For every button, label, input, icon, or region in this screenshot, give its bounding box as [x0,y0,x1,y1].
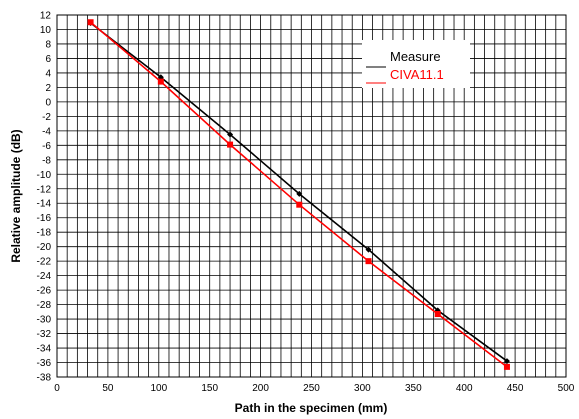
x-tick-label: 50 [102,383,114,394]
x-tick-label: 200 [252,383,269,394]
y-tick-label: -22 [37,257,52,268]
legend-label-measure: Measure [390,49,441,64]
grid [56,14,567,378]
y-tick-label: -32 [37,329,52,340]
legend: Measure CIVA11.1 [362,40,470,88]
x-tick-label: 0 [54,383,60,394]
x-tick-label: 150 [201,383,218,394]
data-point-marker [296,190,303,197]
data-point-marker [434,311,441,318]
legend-box [362,40,470,88]
x-tick-label: 400 [456,383,473,394]
y-tick-label: 10 [40,25,52,36]
series [87,19,510,370]
y-tick-label: -28 [37,300,52,311]
y-tick-label: -6 [42,141,51,152]
y-tick-label: -24 [37,271,52,282]
y-tick-label: -12 [37,184,52,195]
y-tick-label: -8 [42,155,51,166]
y-tick-label: -10 [37,170,52,181]
y-tick-label: 12 [40,11,52,22]
y-tick-label: -14 [37,199,52,210]
y-tick-label: -36 [37,358,52,369]
y-axis-title: Relative amplitude (dB) [9,129,23,262]
y-tick-label: -4 [42,126,51,137]
y-tick-label: 8 [45,39,51,50]
x-tick-label: 250 [303,383,320,394]
y-tick-label: -26 [37,286,52,297]
x-tick-label: 450 [507,383,524,394]
y-tick-label: -34 [37,344,52,355]
data-point-marker [365,246,372,253]
y-tick-label: -18 [37,228,52,239]
data-point-marker [503,358,510,365]
axes: 0 50 100 150 200 250 300 350 400 450 500121086420-… [37,11,575,395]
y-tick-label: -30 [37,315,52,326]
plot-border [56,14,567,378]
y-tick-label: -38 [37,373,52,384]
data-point-marker [503,363,510,370]
legend-label-civa: CIVA11.1 [390,67,444,82]
y-tick-label: 4 [45,68,51,79]
y-tick-label: 6 [45,54,51,65]
data-point-marker [365,258,372,265]
x-tick-label: 300 [354,383,371,394]
x-tick-label: 500 [558,383,575,394]
y-tick-label: -20 [37,242,52,253]
data-point-marker [227,141,234,148]
data-point-marker [227,131,234,138]
y-tick-label: 0 [45,97,51,108]
data-point-marker [87,19,94,26]
x-tick-label: 350 [405,383,422,394]
y-tick-label: -16 [37,213,52,224]
x-tick-label: 100 [150,383,167,394]
x-axis-title: Path in the specimen (mm) [235,401,388,415]
y-tick-label: -2 [42,112,51,123]
data-point-marker [157,78,164,85]
data-point-marker [296,201,303,208]
y-tick-label: 2 [45,83,51,94]
